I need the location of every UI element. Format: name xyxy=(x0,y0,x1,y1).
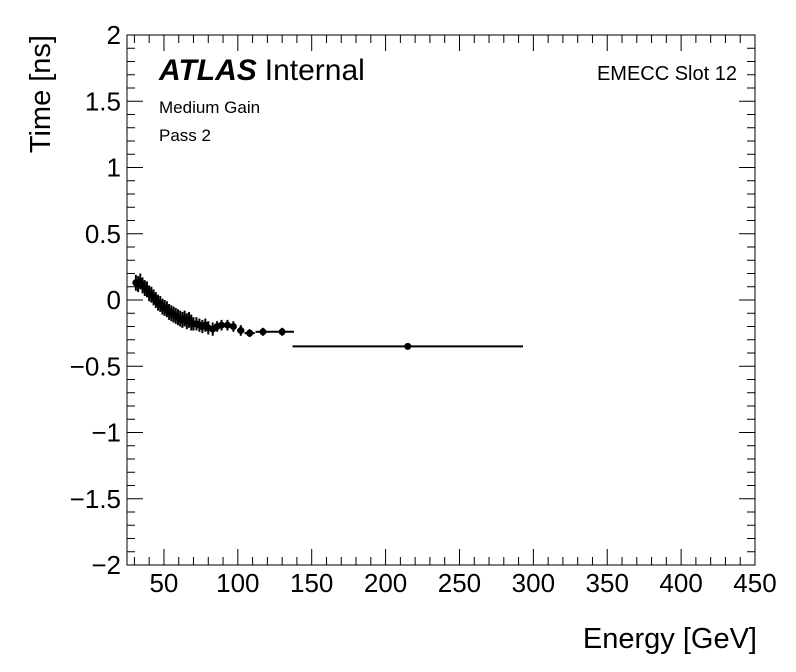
data-point xyxy=(255,327,271,336)
data-point xyxy=(270,327,294,336)
tick-labels: 50 100 150 200 250 300 350 400 450 −2 −1.5 −1 −0.5 0 0… xyxy=(70,20,777,598)
x-axis-title: Energy [GeV] xyxy=(583,623,757,655)
x-tick-label: 250 xyxy=(438,568,481,598)
marker xyxy=(237,326,245,334)
data-point xyxy=(218,319,226,331)
x-tick-label: 50 xyxy=(149,568,178,598)
x-tick-label: 150 xyxy=(290,568,333,598)
pass-label: Pass 2 xyxy=(159,126,211,145)
y-tick-label: 0.5 xyxy=(85,219,121,249)
y-tick-label: 2 xyxy=(107,20,121,50)
data-point xyxy=(244,329,255,338)
data-points xyxy=(132,273,524,350)
axis-ticks xyxy=(127,34,756,566)
x-tick-label: 400 xyxy=(659,568,702,598)
marker xyxy=(223,321,231,329)
y-tick-label: 0 xyxy=(107,285,121,315)
x-tick-label: 100 xyxy=(216,568,259,598)
marker xyxy=(246,329,254,337)
y-tick-label: −0.5 xyxy=(70,351,121,381)
y-tick-label: 1.5 xyxy=(85,86,121,116)
y-tick-label: 1 xyxy=(107,153,121,183)
y-axis-title: Time [ns] xyxy=(25,35,57,153)
marker xyxy=(404,342,412,350)
marker xyxy=(259,328,267,336)
marker xyxy=(229,323,237,330)
atlas-label-bold: ATLAS xyxy=(158,54,257,87)
x-tick-label: 350 xyxy=(586,568,629,598)
marker xyxy=(218,321,226,329)
region-label: EMECC Slot 12 xyxy=(597,63,737,85)
gain-label: Medium Gain xyxy=(159,98,260,117)
marker xyxy=(278,328,286,336)
data-point xyxy=(229,321,237,332)
data-point xyxy=(237,325,245,336)
atlas-label: ATLAS Internal xyxy=(158,54,365,87)
y-tick-label: −1.5 xyxy=(70,484,121,514)
data-point xyxy=(223,319,231,331)
y-tick-label: −1 xyxy=(91,418,121,448)
x-tick-label: 300 xyxy=(512,568,555,598)
x-tick-label: 450 xyxy=(733,568,776,598)
data-point xyxy=(292,342,524,350)
atlas-label-internal: Internal xyxy=(265,54,365,87)
x-tick-label: 200 xyxy=(364,568,407,598)
y-tick-label: −2 xyxy=(91,550,121,580)
